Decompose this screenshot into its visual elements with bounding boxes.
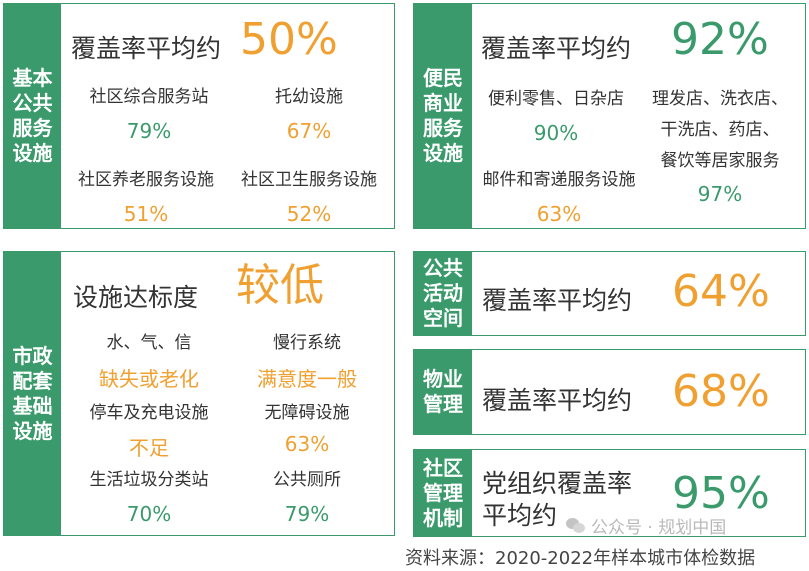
municipal-item-value: 缺失或老化 [99,367,199,391]
commerce-services-side-label: 便民 商业 服务 设施 [414,4,472,228]
commerce-item-label: 邮件和寄递服务设施 [482,170,636,190]
public-space-value: 64% [672,266,770,317]
commerce-item-label: 餐饮等居家服务 [660,151,780,171]
side-text: 管理 [423,480,463,505]
municipal-item-value: 满意度一般 [257,367,357,391]
basic-item-value: 79% [126,119,172,143]
basic-services-side-label: 基本 公共 服务 设施 [4,4,61,228]
source-footnote: 资料来源：2020-2022年样本城市体检数据 [405,548,756,569]
basic-item-label: 社区养老服务设施 [78,170,214,190]
municipal-item-label: 公共厕所 [273,470,341,490]
community-title-line: 平均约 [482,501,558,530]
public-space-side-label: 公共 活动 空间 [414,252,472,335]
basic-item-label: 社区卫生服务设施 [241,170,377,190]
wechat-icon [566,517,586,534]
community-title-line: 党组织覆盖率 [482,469,633,498]
side-text: 管理 [423,392,463,416]
side-text: 活动 [423,281,463,305]
basic-title: 覆盖率平均约 [71,34,222,63]
property-title: 覆盖率平均约 [482,386,633,415]
community-value: 95% [672,468,770,519]
property-side-label: 物业 管理 [414,350,472,434]
municipal-compliance-value: 较低 [236,260,324,311]
public-space-title: 覆盖率平均约 [482,286,633,315]
side-text: 物业 [423,367,463,391]
basic-item-label: 托幼设施 [275,87,343,107]
commerce-item-label: 理发店、洗衣店、 [652,89,788,109]
commerce-title: 覆盖率平均约 [481,34,632,63]
side-text: 设施 [423,141,463,165]
public-space-card: 公共 活动 空间 覆盖率平均约 64% [413,251,806,336]
municipal-item-label: 无障碍设施 [264,403,350,423]
municipal-title: 设施达标度 [73,283,199,312]
property-value: 68% [672,366,770,417]
side-text: 公共 [12,91,53,115]
community-management-card: 社区 管理 机制 党组织覆盖率 平均约 95% [413,449,806,537]
side-text: 服务 [12,116,53,140]
municipal-item-label: 生活垃圾分类站 [89,470,209,490]
municipal-item-label: 慢行系统 [273,333,341,353]
commerce-item-label: 便利零售、日杂店 [488,89,624,109]
commerce-item-value: 90% [533,121,579,145]
commerce-average-value: 92% [671,14,769,65]
side-text: 便民 [423,66,463,90]
side-text: 社区 [423,455,463,480]
basic-item-value: 51% [123,202,169,226]
municipal-infrastructure-card: 市政 配套 基础 设施 设施达标度 较低 水、气、信 缺失或老化 慢行系统 满意… [3,251,395,536]
side-text: 公共 [423,256,463,280]
watermark-text: 公众号 · 规划中国 [591,518,727,538]
municipal-side-label: 市政 配套 基础 设施 [4,252,61,535]
side-text: 基础 [12,393,53,418]
side-text: 机制 [423,505,463,530]
municipal-item-value: 70% [126,502,172,526]
side-text: 空间 [423,306,463,330]
property-management-card: 物业 管理 覆盖率平均约 68% [413,349,806,435]
basic-average-value: 50% [240,14,338,65]
municipal-item-value: 63% [284,432,330,456]
municipal-item-value: 不足 [129,436,169,460]
commerce-services-card: 便民 商业 服务 设施 覆盖率平均约 92% 便利零售、日杂店 90% 理发店、… [413,3,806,229]
watermark: 公众号 · 规划中国 [566,513,726,538]
side-text: 商业 [423,91,463,115]
side-text: 设施 [12,141,53,165]
basic-item-value: 52% [286,202,332,226]
basic-item-value: 67% [286,119,332,143]
basic-item-label: 社区综合服务站 [89,87,209,107]
municipal-item-label: 水、气、信 [106,333,192,353]
basic-services-card: 基本 公共 服务 设施 覆盖率平均约 50% 社区综合服务站 79% 托幼设施 … [3,3,395,229]
municipal-item-value: 79% [284,502,330,526]
side-text: 服务 [423,116,463,140]
municipal-item-label: 停车及充电设施 [89,403,209,423]
side-text: 基本 [12,66,53,90]
commerce-item-label: 干洗店、药店、 [660,120,780,140]
side-text: 市政 [12,343,53,368]
commerce-item-value: 63% [536,202,582,226]
side-text: 配套 [12,368,53,393]
side-text: 设施 [12,418,53,443]
community-side-label: 社区 管理 机制 [414,450,472,536]
commerce-item-value: 97% [697,182,743,206]
